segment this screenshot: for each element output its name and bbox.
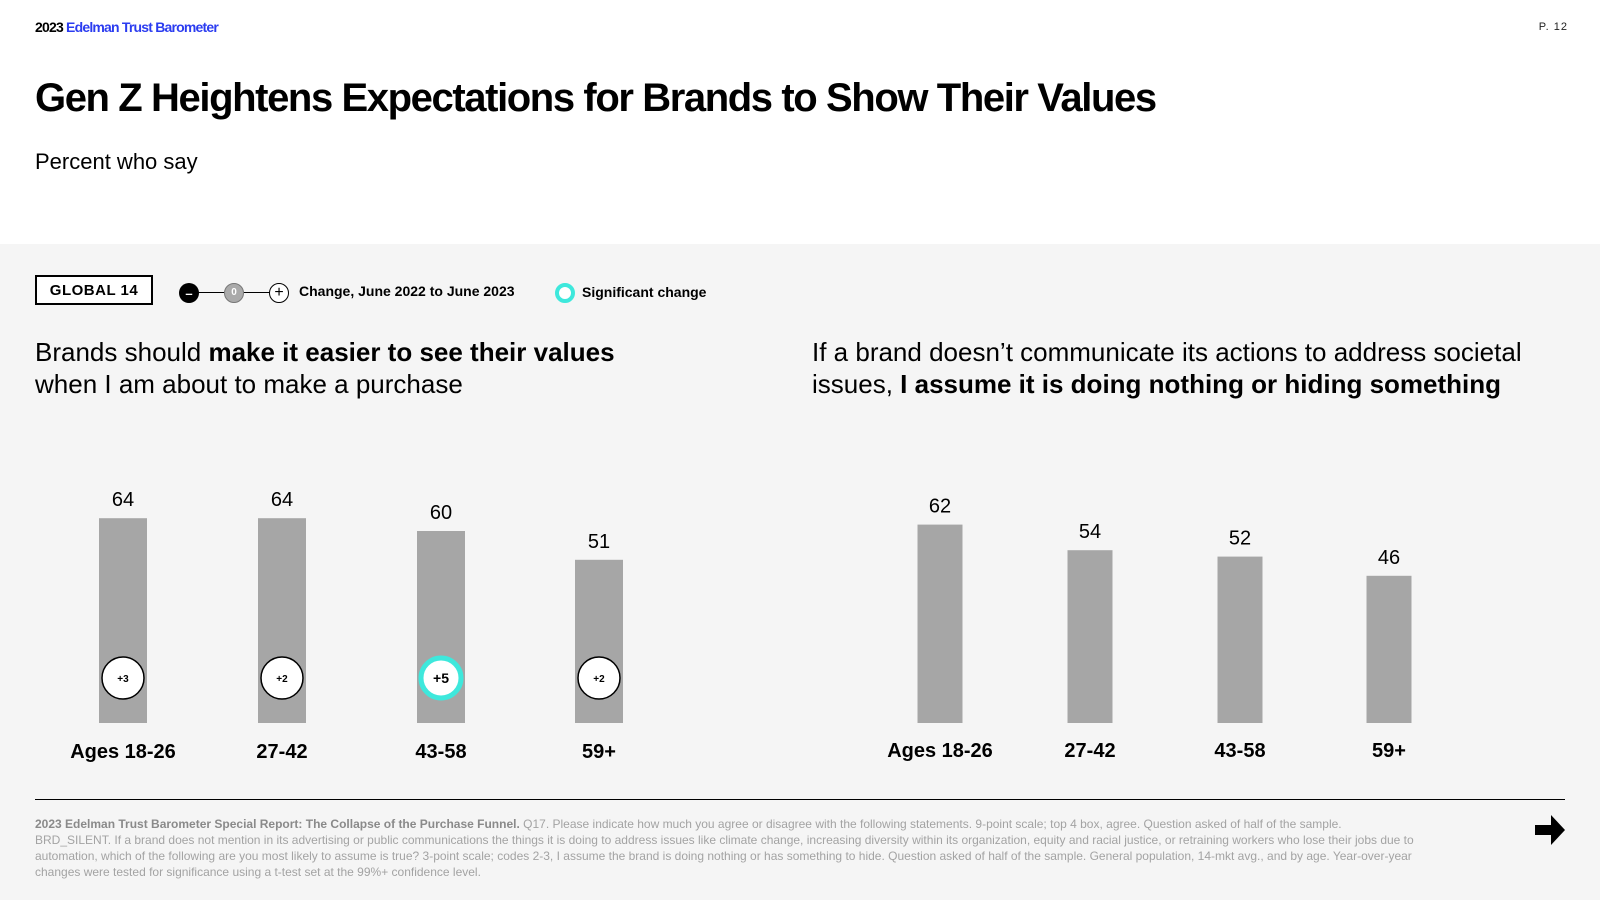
- left-headline-post: when I am about to make a purchase: [35, 369, 463, 399]
- right-bar: [917, 524, 963, 723]
- left-category-label: 27-42: [256, 741, 307, 763]
- left-category-label: 43-58: [415, 741, 466, 763]
- right-bar-value-label: 46: [1378, 547, 1400, 569]
- footnote-text: Q17. Please indicate how much you agree …: [35, 817, 1414, 879]
- footer-divider: [35, 799, 1565, 800]
- right-headline-bold: I assume it is doing nothing or hiding s…: [900, 369, 1502, 399]
- left-change-value: +2: [593, 674, 605, 685]
- left-change-value: +5: [433, 670, 449, 686]
- page-title: Gen Z Heightens Expectations for Brands …: [35, 76, 1157, 120]
- global-label: GLOBAL 14: [49, 281, 139, 299]
- left-change-value: +3: [117, 674, 129, 685]
- right-bar: [1366, 575, 1412, 723]
- left-change-badge: [577, 656, 621, 700]
- left-bar-value-label: 51: [588, 531, 610, 553]
- next-arrow-icon[interactable]: [1533, 812, 1567, 846]
- left-change-value: +2: [276, 674, 288, 685]
- left-headline-pre: Brands should: [35, 337, 209, 367]
- right-headline-pre: If a brand doesn’t communicate its actio…: [812, 337, 1522, 399]
- change-scale-legend: – 0 +: [179, 282, 291, 304]
- right-chart-headline: If a brand doesn’t communicate its actio…: [812, 336, 1572, 400]
- minus-icon: –: [179, 283, 199, 303]
- right-bar: [1217, 556, 1263, 723]
- page-number: P. 12: [1538, 21, 1568, 33]
- right-bar-value-label: 54: [1079, 521, 1101, 543]
- page-subtitle: Percent who say: [35, 149, 198, 174]
- left-chart-headline: Brands should make it easier to see thei…: [35, 336, 655, 400]
- right-bar: [1067, 550, 1113, 723]
- plus-icon: +: [269, 283, 289, 303]
- footnote-source: 2023 Edelman Trust Barometer Special Rep…: [35, 817, 520, 831]
- brand-logo: 2023 Edelman Trust Barometer: [35, 19, 219, 35]
- left-headline-bold: make it easier to see their values: [208, 337, 615, 367]
- right-category-label: 43-58: [1214, 740, 1265, 762]
- left-bar-value-label: 64: [112, 489, 134, 511]
- left-category-label: Ages 18-26: [70, 741, 176, 763]
- footnote: 2023 Edelman Trust Barometer Special Rep…: [35, 816, 1415, 880]
- significant-change-label: Significant change: [582, 284, 707, 300]
- change-label: Change, June 2022 to June 2023: [299, 283, 515, 299]
- left-change-badge: [101, 656, 145, 700]
- right-category-label: Ages 18-26: [887, 740, 993, 762]
- left-bar-value-label: 60: [430, 502, 452, 524]
- zero-icon: 0: [224, 283, 244, 303]
- significant-change-icon: [555, 283, 575, 303]
- global-label-box: GLOBAL 14: [35, 275, 153, 305]
- brand-year: 2023: [35, 19, 64, 35]
- right-bar-value-label: 52: [1229, 528, 1251, 550]
- left-change-badge: [418, 655, 464, 701]
- brand-name: Edelman Trust Barometer: [66, 19, 219, 35]
- left-category-label: 59+: [582, 741, 616, 763]
- right-bar-value-label: 62: [929, 496, 951, 518]
- left-bar-value-label: 64: [271, 489, 293, 511]
- right-category-label: 59+: [1372, 740, 1406, 762]
- left-change-badge: [260, 656, 304, 700]
- right-category-label: 27-42: [1064, 740, 1115, 762]
